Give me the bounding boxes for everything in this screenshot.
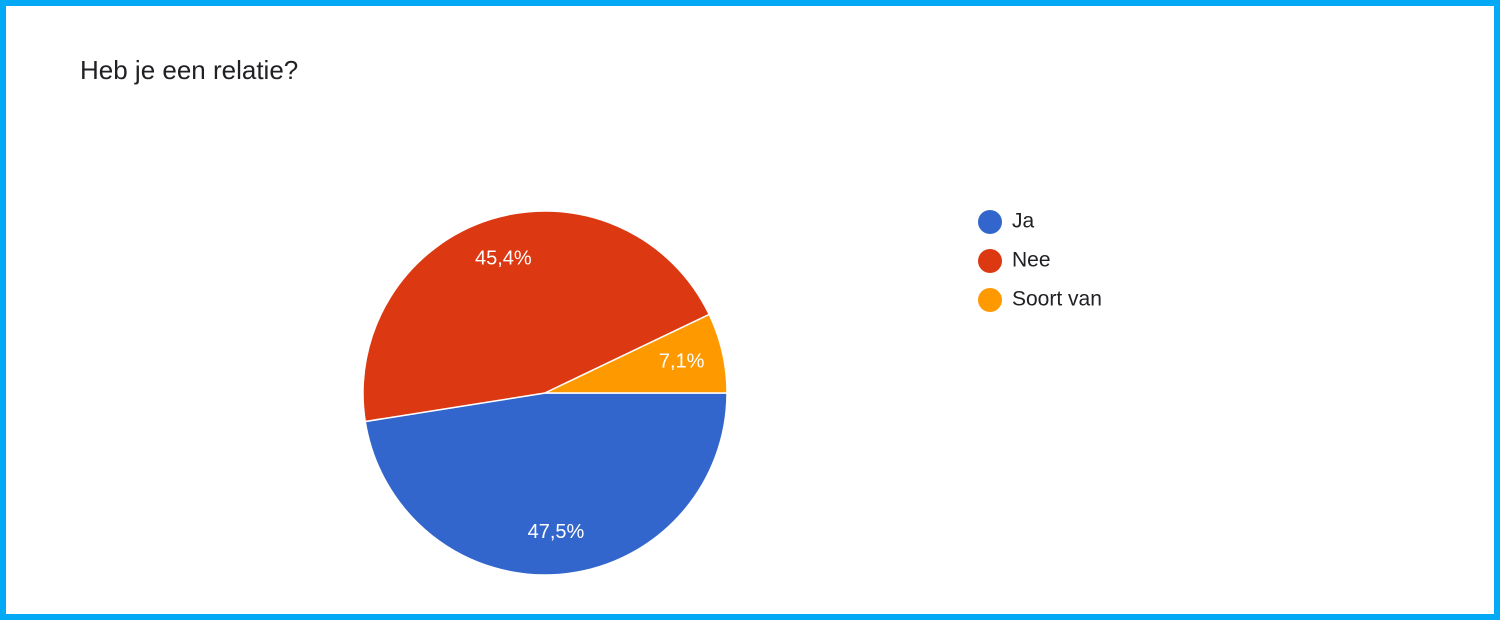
slice-label: 47,5% (528, 521, 585, 543)
legend-label: Nee (1012, 249, 1051, 272)
pie-slice (544, 313, 728, 394)
chart: Heb je een relatie? 47,5% 45,4% 7,1% Ja Nee S… (80, 55, 1102, 576)
pie-slice (362, 210, 711, 423)
legend-marker (978, 210, 1002, 234)
legend-label: Ja (1012, 210, 1035, 233)
legend-marker (978, 249, 1002, 273)
pie-slice (364, 392, 728, 576)
slice-label: 45,4% (475, 247, 532, 269)
legend-marker (978, 288, 1002, 312)
chart-title: Heb je een relatie? (80, 55, 298, 85)
slice-label: 7,1% (659, 350, 705, 372)
legend-label: Soort van (1012, 288, 1102, 311)
